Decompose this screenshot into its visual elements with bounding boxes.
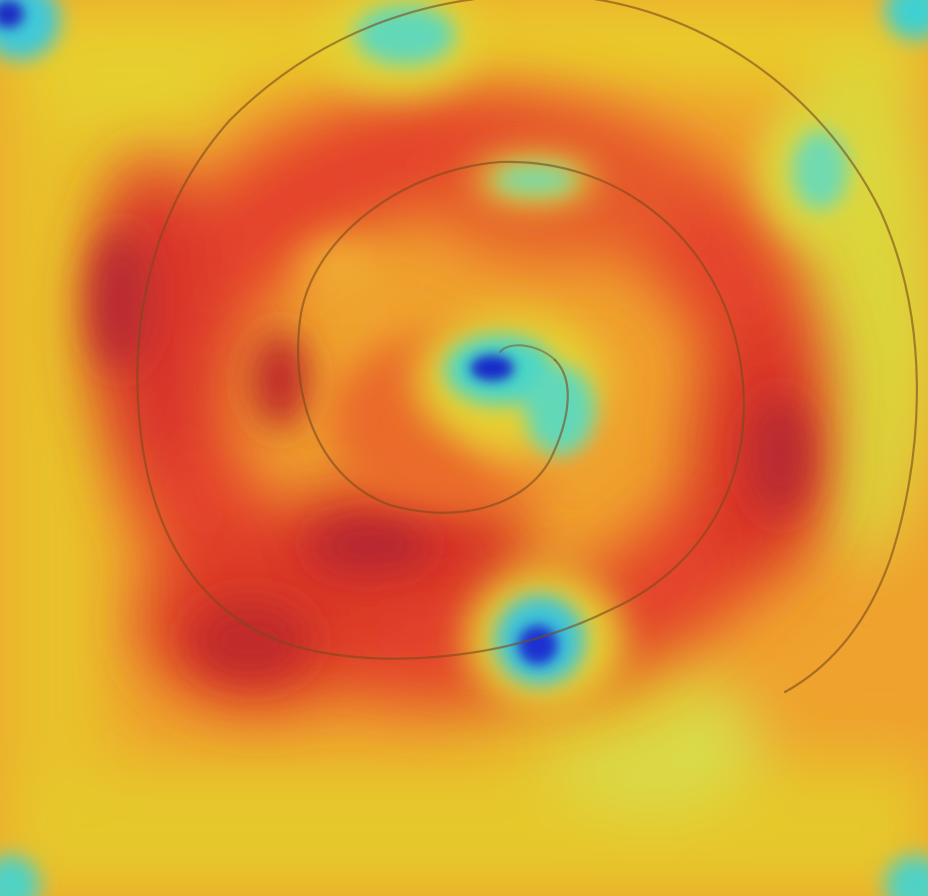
spiral-path [136,0,918,694]
spiral-inner-hook [499,344,556,361]
heatmap-dark-red-spots [90,230,810,680]
